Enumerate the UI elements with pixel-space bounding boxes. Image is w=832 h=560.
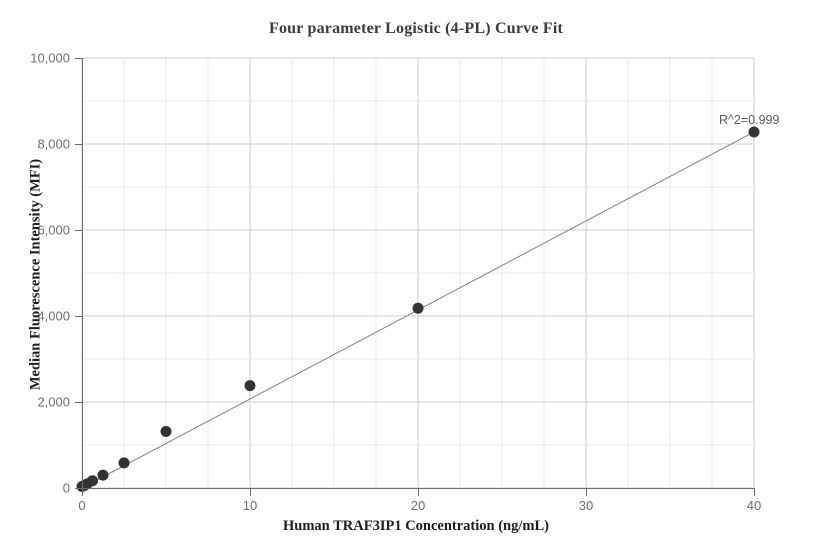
chart-title: Four parameter Logistic (4-PL) Curve Fit xyxy=(268,20,563,37)
y-tick-mark xyxy=(75,488,82,489)
x-tick-label: 30 xyxy=(578,498,594,513)
data-point xyxy=(118,457,130,469)
y-axis-title: Median Fluorescence Intensity (MFI) xyxy=(27,158,44,391)
data-point xyxy=(87,475,98,487)
x-tick-mark xyxy=(754,489,755,496)
x-tick-mark xyxy=(250,489,251,496)
x-tick-label: 10 xyxy=(242,498,258,513)
y-tick-mark xyxy=(75,230,82,231)
data-point xyxy=(412,302,424,314)
data-point xyxy=(244,380,256,392)
data-layer xyxy=(76,126,760,492)
y-tick-mark xyxy=(75,402,82,403)
x-tick-mark xyxy=(82,489,83,496)
y-axis-line xyxy=(82,58,83,489)
plot-area xyxy=(76,57,760,492)
data-point xyxy=(160,425,172,437)
x-tick-label: 20 xyxy=(410,498,426,513)
y-tick-mark xyxy=(75,58,82,59)
x-axis-line xyxy=(82,488,755,489)
y-tick-label: 6,000 xyxy=(37,222,70,238)
y-tick-label: 4,000 xyxy=(37,308,70,324)
r-squared-annotation: R^2=0.999 xyxy=(719,113,780,127)
y-tick-label: 8,000 xyxy=(37,136,70,152)
data-point xyxy=(97,469,109,481)
y-tick-label: 10,000 xyxy=(30,50,70,66)
y-tick-label: 2,000 xyxy=(37,394,70,410)
y-tick-label: 0 xyxy=(62,480,70,496)
y-tick-mark xyxy=(75,144,82,145)
x-axis-title: Human TRAF3IP1 Concentration (ng/mL) xyxy=(283,518,549,534)
x-tick-mark xyxy=(418,489,419,496)
x-tick-label: 0 xyxy=(78,498,86,513)
x-tick-label: 40 xyxy=(746,498,762,513)
y-tick-mark xyxy=(75,316,82,317)
data-point xyxy=(748,126,760,138)
x-tick-mark xyxy=(586,489,587,496)
